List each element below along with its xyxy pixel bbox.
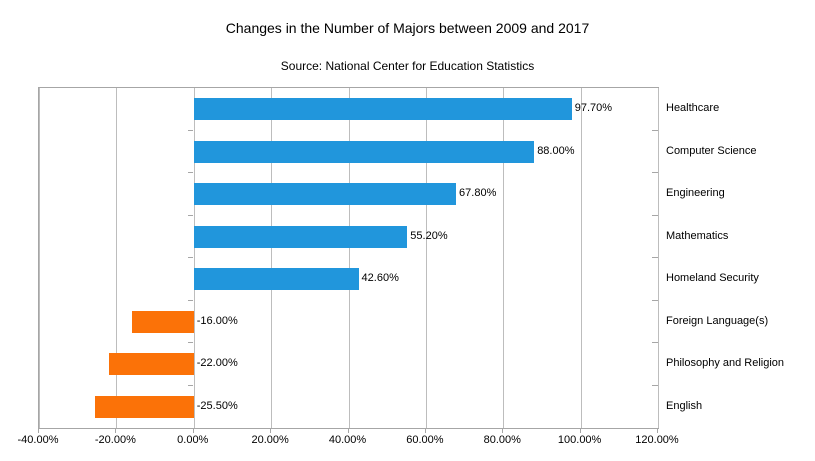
category-label: Foreign Language(s)	[666, 314, 769, 327]
x-axis-tick	[270, 428, 272, 433]
category-label: Homeland Security	[666, 272, 759, 285]
plot-area	[38, 87, 659, 429]
bar-homeland-security	[193, 268, 359, 291]
category-axis-tick	[187, 384, 193, 386]
category-axis-tick	[187, 172, 193, 173]
gridline	[116, 88, 118, 428]
x-axis-tick-label: -20.00%	[94, 434, 136, 446]
x-axis-tick	[347, 428, 349, 433]
x-axis-tick	[657, 428, 658, 433]
x-axis-tick	[502, 428, 504, 433]
x-axis-tick	[115, 428, 117, 433]
category-label: Engineering	[666, 187, 725, 200]
category-axis-tick	[187, 214, 193, 216]
x-axis-tick-label: 40.00%	[328, 434, 367, 446]
category-label: English	[666, 399, 703, 412]
category-label: Mathematics	[666, 229, 729, 242]
category-axis-tick	[187, 129, 193, 131]
bar-mathematics	[193, 225, 408, 248]
x-axis-tick-label: 60.00%	[406, 434, 444, 446]
chart-title: Changes in the Number of Majors between …	[225, 20, 590, 36]
value-label: 55.20%	[410, 229, 448, 242]
gridline	[503, 88, 505, 428]
category-axis-tick	[652, 172, 658, 173]
category-axis-tick	[652, 129, 658, 131]
category-label: Healthcare	[666, 102, 720, 115]
category-axis-tick	[187, 257, 193, 258]
value-label: 42.60%	[361, 272, 399, 285]
bar-foreign-language-s-	[131, 310, 194, 333]
gridline	[580, 88, 582, 428]
x-axis-tick-label: 0.00%	[177, 434, 209, 446]
x-axis-tick-label: -40.00%	[17, 434, 59, 446]
x-axis-tick-label: 120.00%	[635, 434, 679, 446]
value-label: -25.50%	[196, 399, 238, 412]
category-label: Computer Science	[666, 144, 757, 157]
category-axis-tick	[652, 342, 658, 343]
bar-english	[95, 395, 194, 418]
category-axis-tick	[652, 214, 658, 216]
gridline	[425, 88, 427, 428]
x-axis-tick-label: 20.00%	[251, 434, 289, 446]
category-label: Philosophy and Religion	[666, 357, 785, 370]
value-label: 88.00%	[537, 144, 575, 157]
x-axis-tick	[192, 428, 194, 433]
value-label: 97.70%	[574, 102, 613, 115]
category-axis-tick	[187, 299, 193, 301]
gridline	[271, 88, 273, 428]
category-axis-tick	[652, 299, 658, 301]
x-axis-tick	[38, 428, 39, 433]
value-label: -22.00%	[196, 357, 238, 370]
value-label: 67.80%	[459, 187, 497, 200]
bar-engineering	[193, 183, 457, 206]
gridline	[193, 88, 195, 428]
value-label: -16.00%	[196, 314, 238, 327]
chart-subtitle: Source: National Center for Education St…	[280, 59, 535, 73]
gridline	[39, 88, 40, 428]
x-axis-tick	[579, 428, 581, 433]
bar-philosophy-and-religion	[108, 353, 194, 376]
category-axis-tick	[652, 384, 658, 386]
x-axis-tick-label: 80.00%	[483, 434, 521, 446]
category-axis-tick	[187, 342, 193, 343]
bar-computer-science	[193, 140, 535, 163]
gridline	[658, 88, 659, 428]
x-axis-tick	[424, 428, 426, 433]
x-axis-tick-label: 100.00%	[557, 434, 602, 446]
bar-healthcare	[193, 98, 572, 121]
gridline	[348, 88, 350, 428]
category-axis-tick	[652, 257, 658, 258]
